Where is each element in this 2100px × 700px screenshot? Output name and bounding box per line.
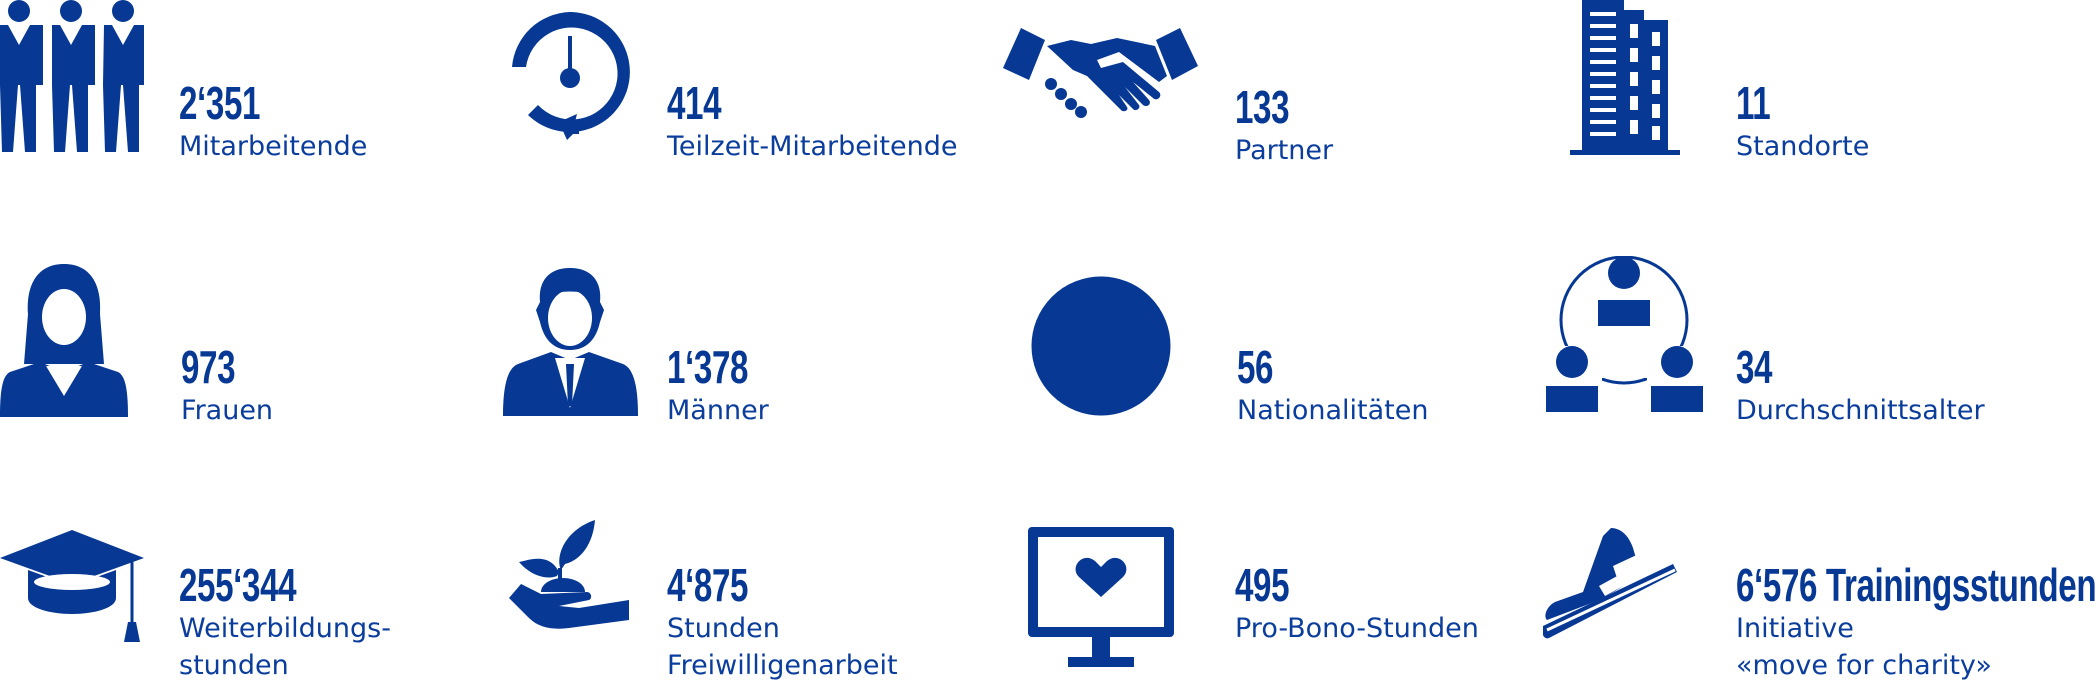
stat-part-time: 414 Teilzeit-Mitarbeitende [667, 80, 957, 165]
stat-training-hours: 255‘344 Weiterbildungs- stunden [179, 562, 391, 684]
stat-label: Durchschnittsalter [1736, 395, 1985, 426]
man-icon [503, 266, 638, 416]
stat-value: 255‘344 [179, 559, 297, 611]
stat-label-line2: stunden [179, 650, 289, 681]
globe-icon [1030, 275, 1172, 417]
stat-volunteer-hours: 4‘875 Stunden Freiwilligenarbeit [667, 562, 898, 684]
stat-nationalities: 56 Nationalitäten [1237, 344, 1428, 429]
employees-icon [0, 0, 150, 152]
stat-label-line2: Freiwilligenarbeit [667, 650, 898, 681]
stat-pro-bono-hours: 495 Pro-Bono-Stunden [1235, 562, 1479, 647]
stat-label: Initiative [1736, 613, 1854, 644]
stat-label: Frauen [181, 395, 274, 426]
sneaker-icon [1543, 526, 1678, 648]
stat-label-line2: «move for charity» [1736, 650, 1992, 681]
stat-label: Teilzeit-Mitarbeitende [667, 131, 958, 162]
stat-value: 34 [1736, 341, 1773, 393]
stat-label: Nationalitäten [1237, 395, 1429, 426]
stat-value: 495 [1235, 559, 1290, 611]
stat-women: 973 Frauen [181, 344, 273, 429]
stat-label: Partner [1235, 135, 1334, 166]
stat-label: Weiterbildungs- [179, 613, 391, 644]
plant-in-hand-icon [505, 510, 635, 635]
stat-label: Stunden [667, 613, 780, 644]
stat-label: Männer [667, 395, 769, 426]
stat-locations: 11 Standorte [1736, 80, 1869, 165]
stat-label: Mitarbeitende [179, 131, 368, 162]
monitor-heart-icon [1028, 527, 1176, 672]
stat-value: 2‘351 [179, 77, 261, 129]
building-icon [1570, 0, 1680, 156]
stat-value: 973 [181, 341, 236, 393]
stat-value: 56 [1237, 341, 1274, 393]
stat-label: Pro-Bono-Stunden [1235, 613, 1479, 644]
handshake-icon [1003, 28, 1198, 123]
stat-value: 414 [667, 77, 722, 129]
part-time-clock-icon [505, 8, 635, 140]
stat-value: 1‘378 [667, 341, 749, 393]
stat-employees: 2‘351 Mitarbeitende [179, 80, 367, 165]
stat-men: 1‘378 Männer [667, 344, 780, 429]
woman-icon [0, 262, 128, 417]
stat-value: 11 [1736, 77, 1771, 129]
graduation-cap-icon [0, 530, 160, 645]
stat-value: 133 [1235, 81, 1290, 133]
stat-average-age: 34 Durchschnittsalter [1736, 344, 1985, 429]
stat-label: Standorte [1736, 131, 1870, 162]
group-network-icon [1542, 256, 1707, 416]
stat-value: 4‘875 [667, 559, 749, 611]
stat-value: 6‘576 Trainingsstunden [1736, 559, 2097, 611]
stat-partners: 133 Partner [1235, 84, 1333, 169]
stat-move-for-charity: 6‘576 Trainingsstunden Initiative «move … [1736, 562, 2100, 684]
